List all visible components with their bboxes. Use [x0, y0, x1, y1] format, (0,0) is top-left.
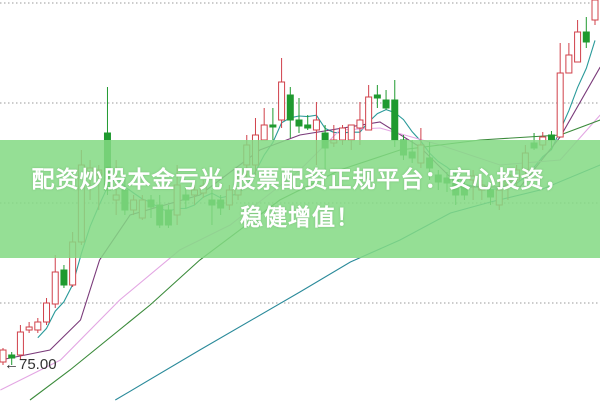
candle — [382, 90, 390, 110]
promo-banner: 配资炒股本金亏光 股票配资正规平台：安心投资， 稳健增值！ — [0, 140, 600, 258]
candle-body — [347, 124, 355, 141]
candle — [582, 17, 590, 48]
candle-body — [556, 72, 564, 138]
candle-body — [278, 81, 286, 121]
banner-line-2: 稳健增值！ — [240, 205, 360, 231]
candle-body — [591, 0, 599, 21]
candle-body — [295, 119, 303, 127]
candle — [260, 108, 268, 141]
candle — [43, 298, 51, 325]
candle-body — [0, 349, 7, 363]
candle-body — [365, 96, 373, 131]
candle-body — [25, 326, 33, 331]
banner-line-1: 配资炒股本金亏光 股票配资正规平台：安心投资， — [31, 167, 569, 193]
candle — [34, 318, 42, 333]
candle-body — [43, 302, 51, 323]
candle-body — [382, 99, 390, 109]
candle — [373, 85, 381, 108]
candle-body — [51, 271, 59, 305]
candle-body — [269, 124, 277, 128]
candle — [304, 115, 312, 130]
candle-body — [60, 269, 68, 286]
candle — [286, 87, 294, 138]
candle-body — [16, 331, 24, 356]
candle-body — [304, 124, 312, 129]
candle — [278, 58, 286, 128]
candle — [0, 348, 7, 365]
candle — [269, 108, 277, 140]
candle — [51, 255, 59, 308]
candle — [60, 265, 68, 288]
candle-body — [312, 119, 320, 131]
candle — [25, 322, 33, 333]
candle-body — [34, 321, 42, 331]
candle-body — [582, 31, 590, 43]
candle-body — [574, 31, 582, 63]
candle — [591, 0, 599, 25]
candle — [8, 352, 16, 365]
candle — [391, 80, 399, 147]
candle-body — [391, 99, 399, 141]
candle-body — [356, 119, 364, 129]
candle-body — [286, 94, 294, 121]
candle-body — [260, 124, 268, 141]
candle-body — [565, 54, 573, 74]
candle-body — [339, 127, 347, 141]
candle — [356, 102, 364, 145]
candle-body — [373, 94, 381, 99]
candle — [16, 325, 24, 360]
candle — [295, 98, 303, 133]
candle — [556, 43, 564, 138]
low-price-annotation: ←75.00 — [4, 356, 57, 373]
candle-body — [8, 354, 16, 359]
candle — [365, 85, 373, 131]
candle — [574, 20, 582, 63]
candle — [565, 43, 573, 74]
